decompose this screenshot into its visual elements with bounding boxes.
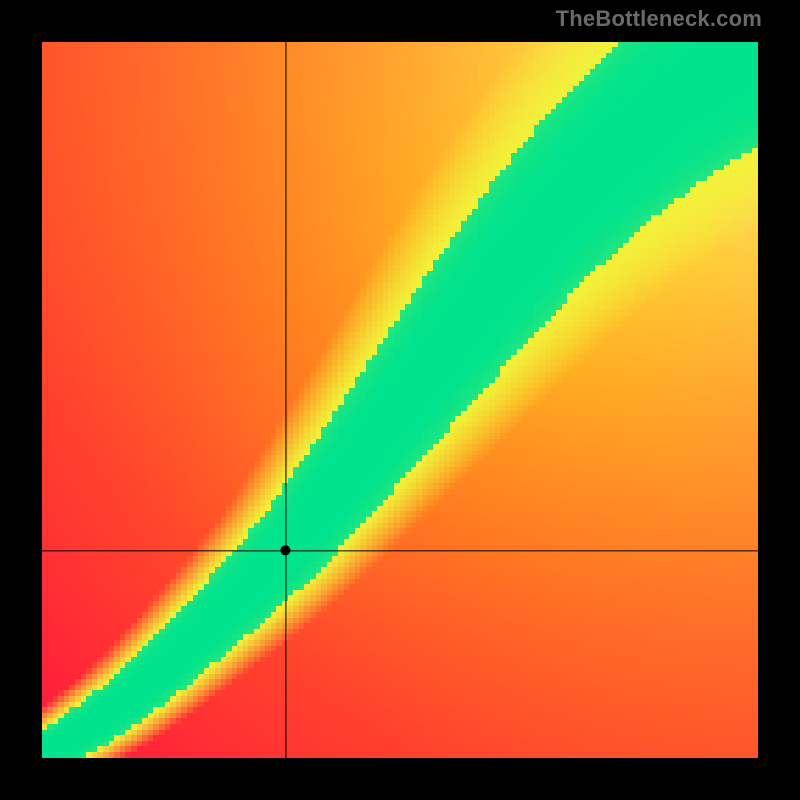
watermark-text: TheBottleneck.com — [556, 6, 762, 32]
bottleneck-heatmap — [42, 42, 758, 758]
